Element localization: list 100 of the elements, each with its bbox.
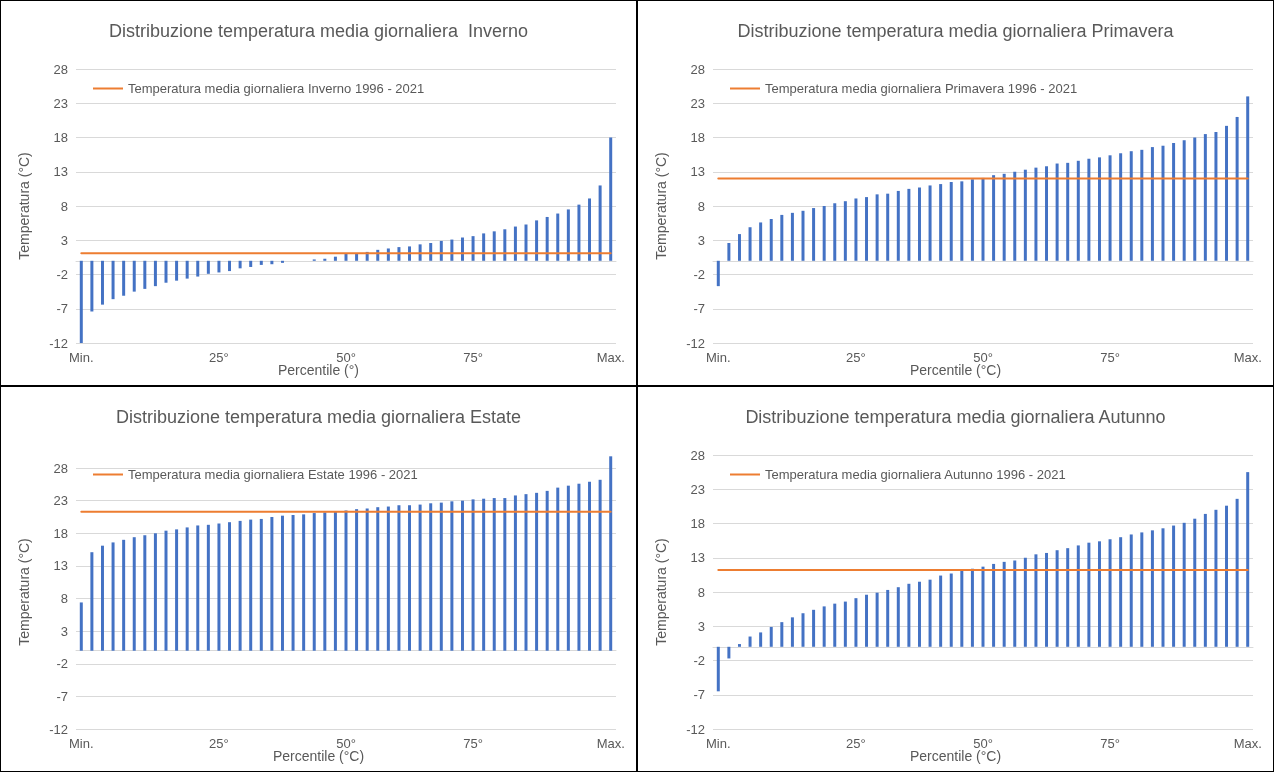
bar [577,483,581,651]
bar [217,523,221,651]
bar [949,182,953,261]
y-tick-label: -2 [693,267,705,282]
bar [609,456,613,651]
y-tick-label: 23 [690,481,705,497]
bar [981,566,985,647]
bar [1013,171,1017,261]
y-axis-title: Temperatura (°C) [16,152,32,260]
bar [1214,132,1218,261]
bar [513,495,517,651]
bar [280,515,284,651]
y-tick-label: -12 [49,721,68,737]
bar [854,198,858,261]
bar [429,503,433,651]
bar [1235,116,1239,261]
y-tick-label: -2 [56,656,68,672]
y-tick-label: 18 [690,130,705,145]
bar [439,502,443,651]
bar [917,187,921,261]
y-tick-label: 3 [60,623,68,639]
bar [556,487,560,651]
bar [970,179,974,261]
bar [609,137,613,261]
bar [270,516,274,651]
y-tick-label: 8 [60,591,68,607]
bar [1108,539,1112,647]
bar [566,485,570,651]
bar [132,260,136,292]
bar [812,609,816,647]
y-tick-label: -2 [56,267,68,282]
bar [1087,542,1091,647]
x-tick-label: 75° [463,350,483,365]
bar [503,498,507,651]
y-tick-label: 18 [690,516,705,531]
bar [843,601,847,647]
x-tick-label: Min. [706,736,731,751]
y-tick-label: 28 [53,61,68,77]
bar [928,579,932,647]
bar [1193,137,1197,261]
bar [471,499,475,651]
x-tick-label: 25° [209,350,229,365]
bar [822,206,826,261]
bar [790,617,794,647]
y-tick-label: -7 [693,301,705,317]
y-tick-label: 8 [697,584,705,600]
bar [323,258,327,261]
bar [482,498,486,651]
bar [270,260,274,265]
bar [865,197,869,261]
y-tick-label: 3 [60,232,68,248]
bar [122,260,126,296]
bar [492,231,496,261]
bar [323,512,327,651]
y-tick-label: 28 [53,460,68,476]
bar [1045,552,1049,647]
bar [1055,550,1059,647]
bar [1203,513,1207,647]
bar [291,515,295,651]
x-tick-label: 50° [973,350,993,365]
bar [780,214,784,261]
x-tick-label: Min. [69,736,94,751]
bar [164,530,168,651]
bar [1203,134,1207,261]
bar [737,644,741,647]
bar [100,545,104,651]
y-tick-label: 8 [60,198,68,214]
bar [875,194,879,261]
bar [1161,145,1165,261]
bar [716,260,720,287]
bar [206,524,210,651]
bar [875,592,879,647]
bar [333,256,337,261]
x-tick-label: Max. [596,736,625,751]
bar [1087,158,1091,261]
bar [280,260,284,263]
bar [535,220,539,261]
bar [228,522,232,651]
bar [737,234,741,261]
bar [727,646,731,659]
bar [524,224,528,261]
bar [801,210,805,261]
y-tick-label: 3 [697,618,705,634]
bar [492,498,496,651]
bar [960,570,964,647]
y-tick-label: 23 [53,95,68,111]
bar [355,509,359,651]
bar [450,501,454,651]
bar [302,514,306,651]
bar [1119,537,1123,647]
bar [1172,525,1176,647]
x-axis-title: Percentile (°C) [909,362,1002,378]
bar [556,213,560,261]
bar [535,492,539,651]
y-tick-label: -12 [49,335,68,351]
bar [408,505,412,651]
bar [1150,530,1154,647]
bar [588,481,592,651]
x-axis-title: Percentile (°) [277,362,360,378]
bar [524,494,528,651]
